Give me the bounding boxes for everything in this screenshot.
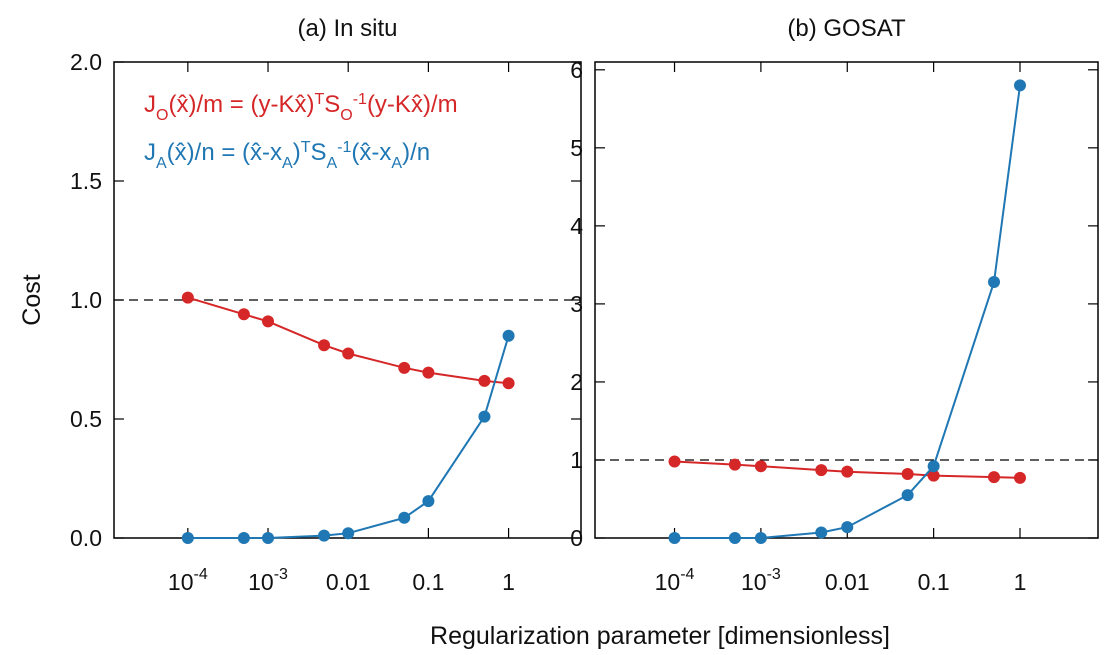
y-tick-label: 2 xyxy=(570,369,583,395)
data-point xyxy=(988,276,1001,289)
y-tick-label: 3 xyxy=(570,291,583,317)
data-point xyxy=(815,526,828,539)
y-tick-label: 0.0 xyxy=(70,525,102,551)
y-tick-label: 0 xyxy=(570,525,583,551)
y-tick-label: 6 xyxy=(570,57,583,83)
x-tick-label: 10-3 xyxy=(741,566,781,595)
data-point xyxy=(668,455,681,468)
plot-frame xyxy=(594,61,1099,539)
data-point xyxy=(901,468,914,481)
legend-entry: JA(x̂)/n = (x̂-xA)TSA-1(x̂-xA)/n xyxy=(144,139,430,172)
y-tick-label: 1.0 xyxy=(70,287,102,313)
x-tick-label: 0.1 xyxy=(918,569,950,595)
series-line-blue xyxy=(187,335,510,539)
x-tick-label: 0.1 xyxy=(412,569,444,595)
y-tick-label: 0.5 xyxy=(70,406,102,432)
panel-title: (b) GOSAT xyxy=(787,15,906,42)
data-point xyxy=(668,532,681,544)
data-point xyxy=(841,465,854,478)
data-point xyxy=(237,308,250,321)
y-tick-label: 1 xyxy=(570,447,583,473)
x-tick-label: 1 xyxy=(502,569,515,595)
x-tick-label: 10-4 xyxy=(655,566,695,595)
data-point xyxy=(318,339,331,352)
y-tick-label: 1.5 xyxy=(70,168,102,194)
series-line-red xyxy=(187,296,509,385)
data-point xyxy=(754,532,767,544)
data-point xyxy=(927,469,940,482)
data-point xyxy=(1014,471,1027,484)
data-point xyxy=(422,495,435,508)
x-tick-label: 1 xyxy=(1014,569,1027,595)
data-point xyxy=(754,460,767,473)
data-point xyxy=(1014,79,1027,92)
legend-entry: JO(x̂)/m = (y-Kx̂)TSO-1(y-Kx̂)/m xyxy=(144,91,458,124)
data-point xyxy=(181,532,194,544)
x-tick-label: 0.01 xyxy=(825,569,870,595)
data-point xyxy=(398,361,411,374)
data-point xyxy=(262,315,275,328)
x-tick-label: 10-3 xyxy=(248,566,288,595)
y-axis-label: Cost xyxy=(18,274,46,325)
panel-a: (a) In situ 0.0 0.5 1.0 1.5 2.0 10-4 10-3 0.01 0.… xyxy=(18,15,582,595)
data-point xyxy=(478,410,491,423)
data-point xyxy=(815,464,828,477)
data-point xyxy=(927,460,940,473)
data-point xyxy=(342,347,355,360)
data-point xyxy=(181,291,194,304)
data-point xyxy=(502,377,515,390)
data-point xyxy=(422,366,435,379)
data-point xyxy=(988,471,1001,484)
data-point xyxy=(398,511,411,524)
x-axis-label: Regularization parameter [dimensionless] xyxy=(430,622,890,650)
x-tick-label: 10-4 xyxy=(168,566,208,595)
y-tick-label: 5 xyxy=(570,135,583,161)
data-point xyxy=(262,532,275,544)
data-point xyxy=(478,374,491,387)
data-point xyxy=(237,532,250,544)
data-point xyxy=(728,532,741,544)
y-tick-label: 4 xyxy=(570,213,583,239)
y-tick-label: 2.0 xyxy=(70,49,102,75)
data-point xyxy=(342,527,355,540)
panel-title: (a) In situ xyxy=(297,15,397,42)
data-point xyxy=(502,329,515,342)
data-point xyxy=(318,529,331,542)
panel-b: (b) GOSAT 0 1 2 3 4 5 6 10-4 10-3 0.01 0.1 1 xyxy=(570,15,1099,595)
data-point xyxy=(728,458,741,471)
data-point xyxy=(841,521,854,534)
data-point xyxy=(901,489,914,502)
x-tick-label: 0.01 xyxy=(326,569,371,595)
